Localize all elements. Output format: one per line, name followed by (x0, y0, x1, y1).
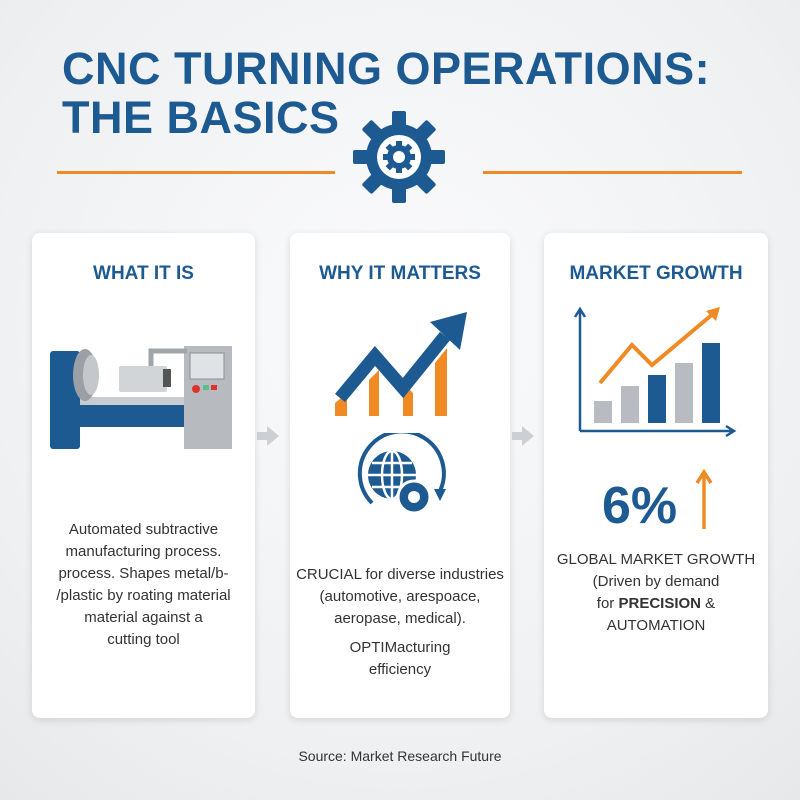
gear-icon (353, 111, 445, 203)
globe-gear-icon (357, 433, 446, 515)
card-what-it-is: WHAT IT IS Automated subtractive manufac… (32, 233, 255, 718)
growth-stat: 6% (602, 477, 678, 535)
card-market-growth: MARKET GROWTH 6% GLOBAL MARKET GROWTH (D… (544, 233, 768, 718)
card-title: MARKET GROWTH (569, 263, 743, 284)
card-description: CRUCIAL for diverse industries (automoti… (290, 564, 510, 630)
text-line: efficiency (368, 661, 432, 678)
divider-right (483, 171, 742, 174)
text-line: GLOBAL MARKET GROWTH (556, 551, 756, 568)
card-note: OPTIMacturing efficiency (290, 637, 510, 681)
card-description: GLOBAL MARKET GROWTH (Driven by demand f… (544, 549, 768, 637)
title-line-2: THE BASICS (62, 92, 340, 143)
cnc-lathe-icon (50, 346, 232, 449)
text-line: Automated subtractive (68, 521, 219, 538)
text-line: manufacturing process. (65, 543, 222, 560)
flow-arrow-icon (267, 426, 279, 446)
text-line: process. Shapes metal/b- (58, 565, 229, 582)
text-line: CRUCIAL for diverse industries (296, 566, 504, 583)
text-line: cutting tool (107, 631, 180, 648)
emphasis-precision: PRECISION (618, 595, 701, 612)
flow-arrow-tail (512, 432, 522, 440)
bar-chart-growth-icon (574, 306, 737, 438)
text-line: AUTOMATION (606, 617, 706, 634)
text-part: & (701, 595, 716, 612)
page-title: CNC TURNING OPERATIONS: THE BASICS (62, 44, 710, 142)
card-description: Automated subtractive manufacturing proc… (32, 519, 255, 651)
trend-up-icon (335, 312, 467, 416)
text-line: (automotive, arespoace, (319, 588, 481, 605)
source-caption: Source: Market Research Future (298, 748, 502, 764)
card-title: WHY IT MATTERS (319, 263, 481, 284)
title-line-1: CNC TURNING OPERATIONS: (62, 43, 711, 94)
flow-arrow-tail (257, 432, 267, 440)
arrow-up-icon (695, 469, 713, 529)
text-part: for (596, 595, 619, 612)
divider-left (57, 171, 335, 174)
text-line: (Driven by demand (592, 573, 720, 590)
card-why-it-matters: WHY IT MATTERS CRUCIAL for diverse indus… (290, 233, 510, 718)
text-line: material against a (84, 609, 203, 626)
text-line: for PRECISION & (544, 593, 768, 615)
flow-arrow-icon (522, 426, 534, 446)
text-line: /plastic by roating material (56, 587, 231, 604)
text-line: aeropase, medical). (334, 610, 466, 627)
text-line: OPTIMacturing (349, 639, 451, 656)
card-title: WHAT IT IS (93, 263, 194, 284)
